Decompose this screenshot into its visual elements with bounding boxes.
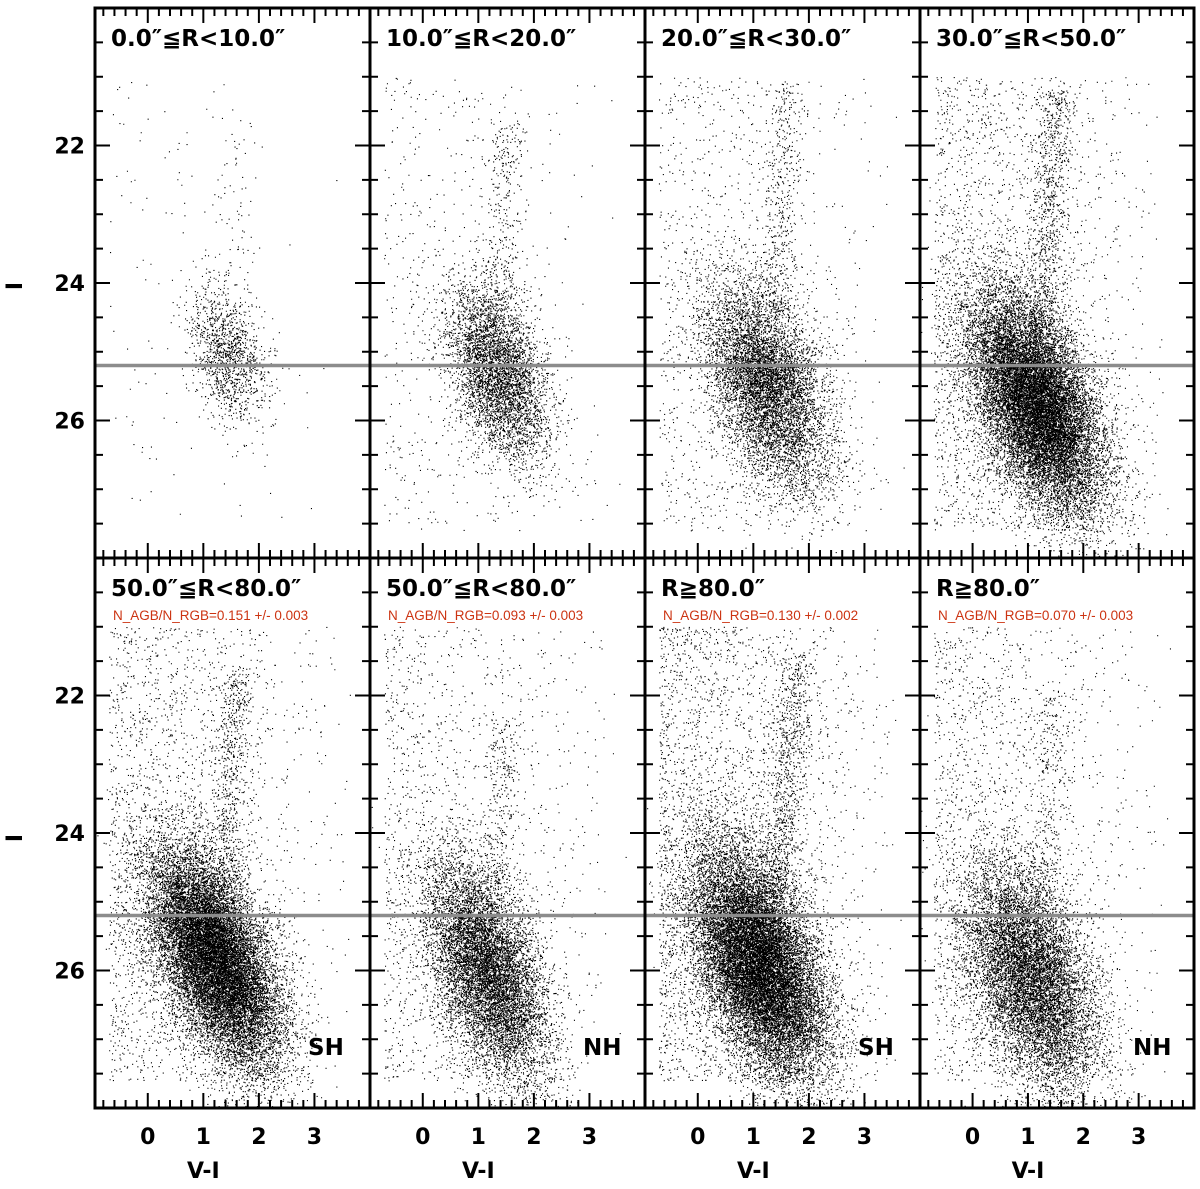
y-tick-label: 24: [54, 272, 85, 297]
axis-labels-layer: I I: [3, 282, 28, 842]
scatter-points: [384, 77, 621, 532]
x-tick-label: 2: [251, 1125, 266, 1150]
panel-frame: [93, 6, 372, 560]
x-tick-label: 3: [1131, 1125, 1146, 1150]
hemisphere-tag: SH: [308, 1035, 344, 1061]
scatter-points: [658, 77, 905, 559]
panel-title: 30.0″≦R<50.0″: [936, 26, 1126, 52]
panel-title: R≧80.0″: [661, 576, 765, 602]
x-tick-label: 1: [471, 1125, 486, 1150]
y-tick-label: 24: [54, 822, 85, 847]
x-tick-label: 1: [746, 1125, 761, 1150]
panel-4: 30.0″≦R<50.0″: [918, 6, 1196, 560]
y-tick-label: 26: [54, 960, 85, 985]
panel-5: 50.0″≦R<80.0″ N_AGB/N_RGB=0.151 +/- 0.003…: [54, 556, 372, 1184]
x-tick-label: 3: [307, 1125, 322, 1150]
scatter-points: [371, 626, 627, 1109]
panel-7: R≧80.0″ N_AGB/N_RGB=0.130 +/- 0.002 SH 0 1 2 3…: [643, 556, 922, 1184]
y-tick-label: 26: [54, 410, 85, 435]
x-axis-label: V-I: [462, 1159, 495, 1184]
ratio-annotation: N_AGB/N_RGB=0.070 +/- 0.003: [938, 608, 1133, 623]
x-axis-label: V-I: [1012, 1159, 1045, 1184]
panel-6: 50.0″≦R<80.0″ N_AGB/N_RGB=0.093 +/- 0.003…: [368, 556, 647, 1184]
scatter-points: [97, 626, 351, 1109]
ticks: [370, 8, 645, 558]
y-axis-label-top: I: [3, 282, 28, 290]
ratio-annotation: N_AGB/N_RGB=0.151 +/- 0.003: [113, 608, 308, 623]
ticks: [645, 8, 920, 558]
panel-8: R≧80.0″ N_AGB/N_RGB=0.070 +/- 0.003 NH 0 1 2 3…: [918, 556, 1196, 1184]
x-tick-label: 1: [1020, 1125, 1035, 1150]
hemisphere-tag: NH: [1133, 1035, 1172, 1061]
x-tick-label: 2: [801, 1125, 816, 1150]
y-tick-label: 22: [54, 685, 85, 710]
x-tick-label: 0: [965, 1125, 980, 1150]
x-tick-label: 3: [582, 1125, 597, 1150]
x-tick-label: 2: [526, 1125, 541, 1150]
ticks: [95, 8, 370, 558]
panel-frame: [918, 556, 1196, 1110]
panel-title: 20.0″≦R<30.0″: [661, 26, 851, 52]
y-axis-label-bottom: I: [3, 834, 28, 842]
x-tick-label: 3: [857, 1125, 872, 1150]
ratio-annotation: N_AGB/N_RGB=0.130 +/- 0.002: [663, 608, 858, 623]
hemisphere-tag: SH: [858, 1035, 894, 1061]
panel-frame: [368, 6, 647, 560]
ratio-annotation: N_AGB/N_RGB=0.093 +/- 0.003: [388, 608, 583, 623]
panel-title: R≧80.0″: [936, 576, 1040, 602]
scatter-points: [645, 626, 902, 1110]
panel-3: 20.0″≦R<30.0″: [643, 6, 922, 560]
x-tick-label: 2: [1076, 1125, 1091, 1150]
x-tick-label: 0: [690, 1125, 705, 1150]
scatter-points: [921, 77, 1169, 559]
scatter-points: [110, 82, 338, 518]
x-axis-label: V-I: [737, 1159, 770, 1184]
panel-1: 0.0″≦R<10.0″ 22 24 26: [54, 6, 372, 560]
x-axis-label: V-I: [187, 1159, 220, 1184]
panel-2: 10.0″≦R<20.0″: [368, 6, 647, 560]
panel-title: 50.0″≦R<80.0″: [386, 576, 576, 602]
hemisphere-tag: NH: [583, 1035, 622, 1061]
panel-title: 0.0″≦R<10.0″: [111, 26, 285, 52]
x-tick-label: 0: [140, 1125, 155, 1150]
x-tick-label: 1: [196, 1125, 211, 1150]
y-tick-label: 22: [54, 135, 85, 160]
ticks: [920, 558, 1194, 1108]
x-tick-label: 0: [415, 1125, 430, 1150]
panel-title: 10.0″≦R<20.0″: [386, 26, 576, 52]
panel-title: 50.0″≦R<80.0″: [111, 576, 301, 602]
